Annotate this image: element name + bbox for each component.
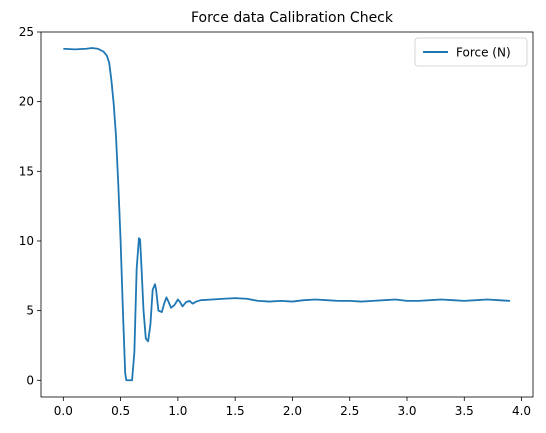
x-tick-label: 3.0 bbox=[397, 404, 416, 418]
legend-box bbox=[414, 37, 528, 67]
series-line-force bbox=[63, 47, 511, 382]
y-tick-label: 15 bbox=[19, 164, 34, 178]
x-axis: 0.0 0.5 1.0 1.5 2.0 2.5 3.0 3.5 4.0 bbox=[54, 397, 531, 418]
x-tick-label: 2.0 bbox=[283, 404, 302, 418]
y-axis: 0 5 10 15 20 25 bbox=[19, 25, 41, 387]
x-tick-label: 1.0 bbox=[168, 404, 187, 418]
x-tick-label: 2.5 bbox=[340, 404, 359, 418]
legend-label-force: Force (N) bbox=[456, 46, 511, 60]
y-tick-label: 5 bbox=[26, 304, 34, 318]
legend: Force (N) bbox=[414, 37, 528, 67]
chart-title: Force data Calibration Check bbox=[191, 10, 394, 26]
x-tick-label: 1.5 bbox=[226, 404, 245, 418]
x-tick-label: 0.5 bbox=[111, 404, 130, 418]
x-tick-label: 0.0 bbox=[54, 404, 73, 418]
y-tick-label: 20 bbox=[19, 95, 34, 109]
y-tick-label: 10 bbox=[19, 234, 34, 248]
plot-area bbox=[63, 47, 511, 382]
y-tick-label: 0 bbox=[26, 373, 34, 387]
axes-frame bbox=[40, 31, 534, 398]
y-tick-label: 25 bbox=[19, 25, 34, 39]
x-tick-label: 4.0 bbox=[512, 404, 531, 418]
x-tick-label: 3.5 bbox=[455, 404, 474, 418]
